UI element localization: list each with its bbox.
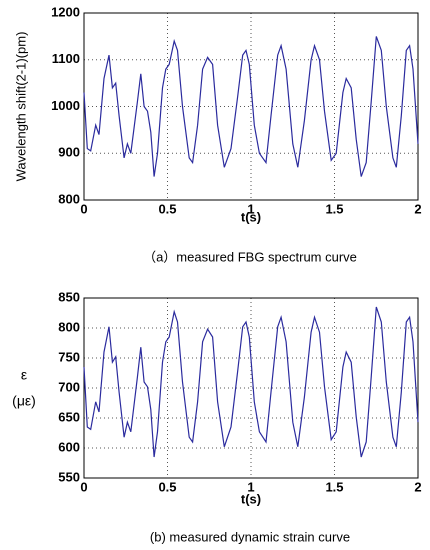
caption: （a）measured FBG spectrum curve — [143, 249, 357, 264]
y-tick-label: 600 — [58, 439, 80, 454]
y-tick-label: 700 — [58, 379, 80, 394]
x-tick-label: 0 — [80, 479, 87, 494]
caption: (b) measured dynamic strain curve — [150, 529, 350, 544]
data-line — [83, 36, 419, 177]
x-tick-label: 0.5 — [158, 479, 176, 494]
x-tick-label: 2 — [414, 479, 421, 494]
x-tick-label: 2 — [414, 201, 421, 216]
y-tick-label: 850 — [58, 289, 80, 304]
plot-frame — [83, 297, 419, 479]
y-tick-label: 1200 — [51, 4, 80, 19]
x-tick-label: 1.5 — [325, 479, 343, 494]
y-tick-label: 750 — [58, 349, 80, 364]
x-axis-label: t(s) — [241, 491, 261, 506]
y-tick-label: 900 — [58, 145, 80, 160]
y-tick-label: 800 — [58, 319, 80, 334]
x-tick-label: 1 — [247, 479, 254, 494]
x-axis-label: t(s) — [241, 209, 261, 224]
x-tick-label: 1.5 — [325, 201, 343, 216]
y-axis-label: (με) — [12, 393, 36, 409]
y-tick-label: 550 — [58, 469, 80, 484]
y-axis-label: Wavelength shift(2-1)(pm) — [13, 32, 28, 182]
y-tick-label: 1000 — [51, 98, 80, 113]
x-tick-label: 0 — [80, 201, 87, 216]
x-tick-label: 1 — [247, 201, 254, 216]
plot-frame — [83, 12, 419, 201]
y-axis-label: ε — [21, 367, 27, 383]
y-tick-label: 650 — [58, 409, 80, 424]
x-tick-label: 0.5 — [158, 201, 176, 216]
y-tick-label: 800 — [58, 191, 80, 206]
data-line — [83, 306, 419, 458]
y-tick-label: 1100 — [52, 51, 80, 66]
